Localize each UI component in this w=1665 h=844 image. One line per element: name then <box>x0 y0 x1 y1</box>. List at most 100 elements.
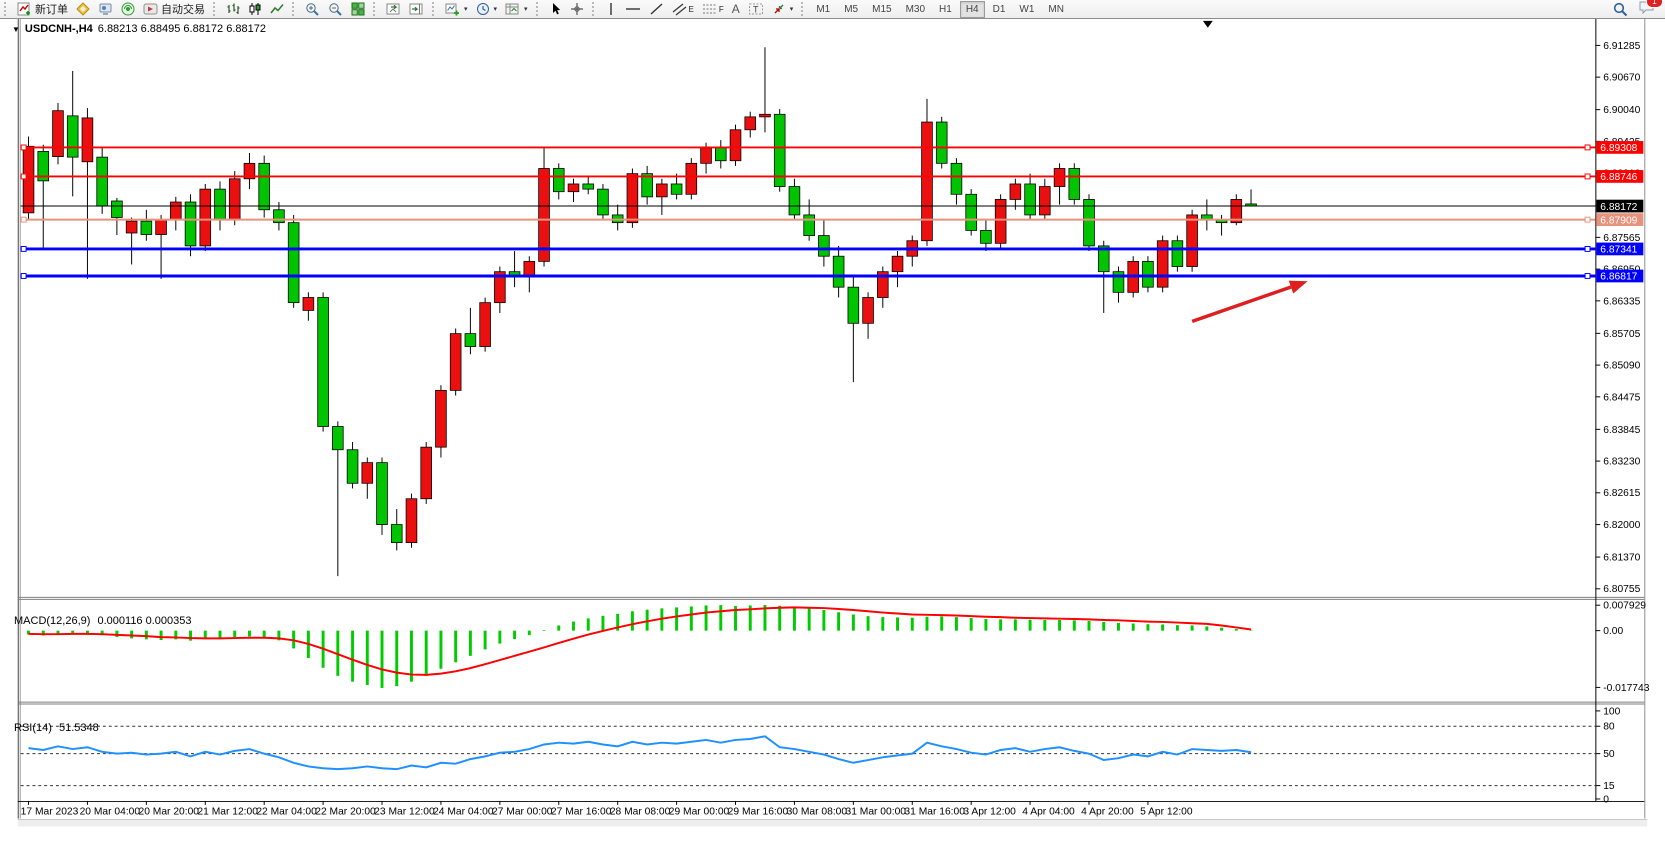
horizontal-line-icon <box>625 8 640 10</box>
fibonacci-button[interactable]: F <box>698 0 728 18</box>
toolbar-grip[interactable] <box>432 2 438 16</box>
timeframe-button-h4[interactable]: H4 <box>959 0 985 18</box>
salmon-level-line-handle[interactable] <box>1584 216 1591 223</box>
candlestick-chart-button[interactable] <box>244 0 266 18</box>
support-line-1-handle[interactable] <box>20 245 27 252</box>
price-tick-label: 6.80755 <box>1603 584 1640 595</box>
periods-caret-icon: ▾ <box>493 6 498 13</box>
templates-button[interactable]: ▾ <box>501 0 532 18</box>
equidistant-channel-button[interactable]: E <box>668 0 698 18</box>
timeframe-button-d1[interactable]: D1 <box>992 3 1006 15</box>
trend-arrow-head <box>1288 280 1308 294</box>
toolbar-grip[interactable] <box>4 2 10 16</box>
text-label-button[interactable]: T <box>744 0 768 18</box>
toolbar-grip[interactable] <box>591 2 598 16</box>
candle-body <box>744 116 757 131</box>
rsi-axis-label: 50 <box>1603 749 1615 760</box>
candle-body <box>700 147 712 164</box>
trend-arrow[interactable] <box>1191 285 1292 324</box>
resistance-line-1-handle[interactable] <box>20 144 27 151</box>
metaeditor-button[interactable] <box>72 0 94 18</box>
candle-body <box>582 183 594 190</box>
new-order-button[interactable]: 新订单 <box>13 0 72 18</box>
macd-axis-label: 0.00 <box>1603 626 1623 637</box>
metaeditor-icon <box>76 2 90 16</box>
zoom-in-icon <box>306 3 319 16</box>
toolbar-grip[interactable] <box>535 2 542 16</box>
candle-body <box>170 201 182 221</box>
support-line-2-handle[interactable] <box>1584 273 1591 279</box>
chart-menu-icon[interactable]: ▼ <box>12 24 20 34</box>
chart-shift-marker-icon[interactable] <box>1202 20 1213 28</box>
candle-body <box>1068 168 1081 200</box>
candle-body <box>1009 183 1022 200</box>
price-tick-label: 6.81370 <box>1603 552 1640 563</box>
toolbar-grip[interactable] <box>292 2 298 16</box>
toolbar-grip[interactable] <box>373 2 379 16</box>
resistance-line-1-handle[interactable] <box>1584 144 1591 151</box>
crosshair-icon <box>570 3 583 15</box>
autotrading-button[interactable]: 自动交易 <box>139 0 209 18</box>
date-label: 24 Mar 04:00 <box>433 807 494 818</box>
candle-body <box>96 156 108 207</box>
timeframe-button-m30[interactable]: M30 <box>905 3 926 15</box>
candle-body <box>464 333 477 347</box>
crosshair-button[interactable] <box>566 0 588 18</box>
indicators-button[interactable]: ▾ <box>441 0 472 18</box>
timeframe-button-w1[interactable]: W1 <box>1019 3 1035 15</box>
toolbar-grip[interactable] <box>213 2 219 16</box>
auto-scroll-button[interactable] <box>382 0 405 18</box>
timeframe-group: M1 M5 M15 M30 H1 H4 D1 W1 MN <box>810 0 1070 18</box>
vertical-line-icon <box>609 3 612 15</box>
zoom-in-button[interactable] <box>301 0 324 18</box>
toolbar-grip[interactable] <box>801 2 807 16</box>
candle-body <box>641 173 653 198</box>
templates-icon <box>505 3 519 15</box>
toolbar: 新订单 自动交易 <box>0 0 1665 19</box>
bar-chart-button[interactable] <box>222 0 244 18</box>
date-label: 17 Mar 2023 <box>21 807 79 818</box>
rsi-axis-label: 100 <box>1603 706 1620 717</box>
timeframe-button-h1[interactable]: H1 <box>939 3 952 15</box>
candle-body <box>332 426 344 451</box>
zoom-out-icon <box>329 3 342 16</box>
candle-body <box>184 201 197 247</box>
zoom-out-button[interactable] <box>324 0 347 18</box>
date-label: 21 Mar 12:00 <box>197 807 258 818</box>
date-label: 30 Mar 08:00 <box>787 807 848 818</box>
search-icon[interactable] <box>1613 2 1628 17</box>
timeframe-button-m5[interactable]: M5 <box>844 3 859 15</box>
date-label: 23 Mar 12:00 <box>374 807 435 818</box>
line-chart-button[interactable] <box>266 0 288 18</box>
chart-canvas[interactable]: 6.912856.906706.900406.894256.888106.881… <box>0 18 1665 844</box>
new-order-icon <box>17 2 30 16</box>
text-button[interactable]: A <box>728 0 744 18</box>
tile-windows-button[interactable] <box>347 0 369 18</box>
price-tick-label: 6.83845 <box>1603 425 1640 436</box>
candle-body <box>935 121 948 164</box>
notifications-button[interactable]: 1 <box>1638 0 1663 18</box>
resistance-line-1-badge <box>1596 141 1644 154</box>
market-watch-button[interactable] <box>94 0 117 18</box>
chart-shift-button[interactable] <box>405 0 428 18</box>
candle-body <box>155 219 167 235</box>
trendline-button[interactable] <box>645 0 668 18</box>
signals-button[interactable] <box>117 0 139 18</box>
timeframe-button-m1[interactable]: M1 <box>816 3 831 15</box>
arrows-tool-icon <box>774 4 784 14</box>
resistance-line-2-handle[interactable] <box>1584 173 1591 180</box>
arrows-button[interactable]: ▾ <box>768 0 798 18</box>
timeframe-button-mn[interactable]: MN <box>1048 3 1064 15</box>
date-label: 3 Apr 12:00 <box>963 807 1016 818</box>
resistance-line-2-handle[interactable] <box>20 173 27 180</box>
cursor-button[interactable] <box>545 0 566 18</box>
support-line-2-handle[interactable] <box>20 273 27 279</box>
salmon-level-line-handle[interactable] <box>20 216 27 223</box>
timeframe-button-m15[interactable]: M15 <box>872 3 892 15</box>
price-tick-label: 6.90040 <box>1603 105 1640 116</box>
vertical-line-button[interactable] <box>601 0 621 18</box>
horizontal-line-button[interactable] <box>621 0 645 18</box>
support-line-1-handle[interactable] <box>1584 245 1591 252</box>
periods-button[interactable]: ▾ <box>472 0 502 18</box>
